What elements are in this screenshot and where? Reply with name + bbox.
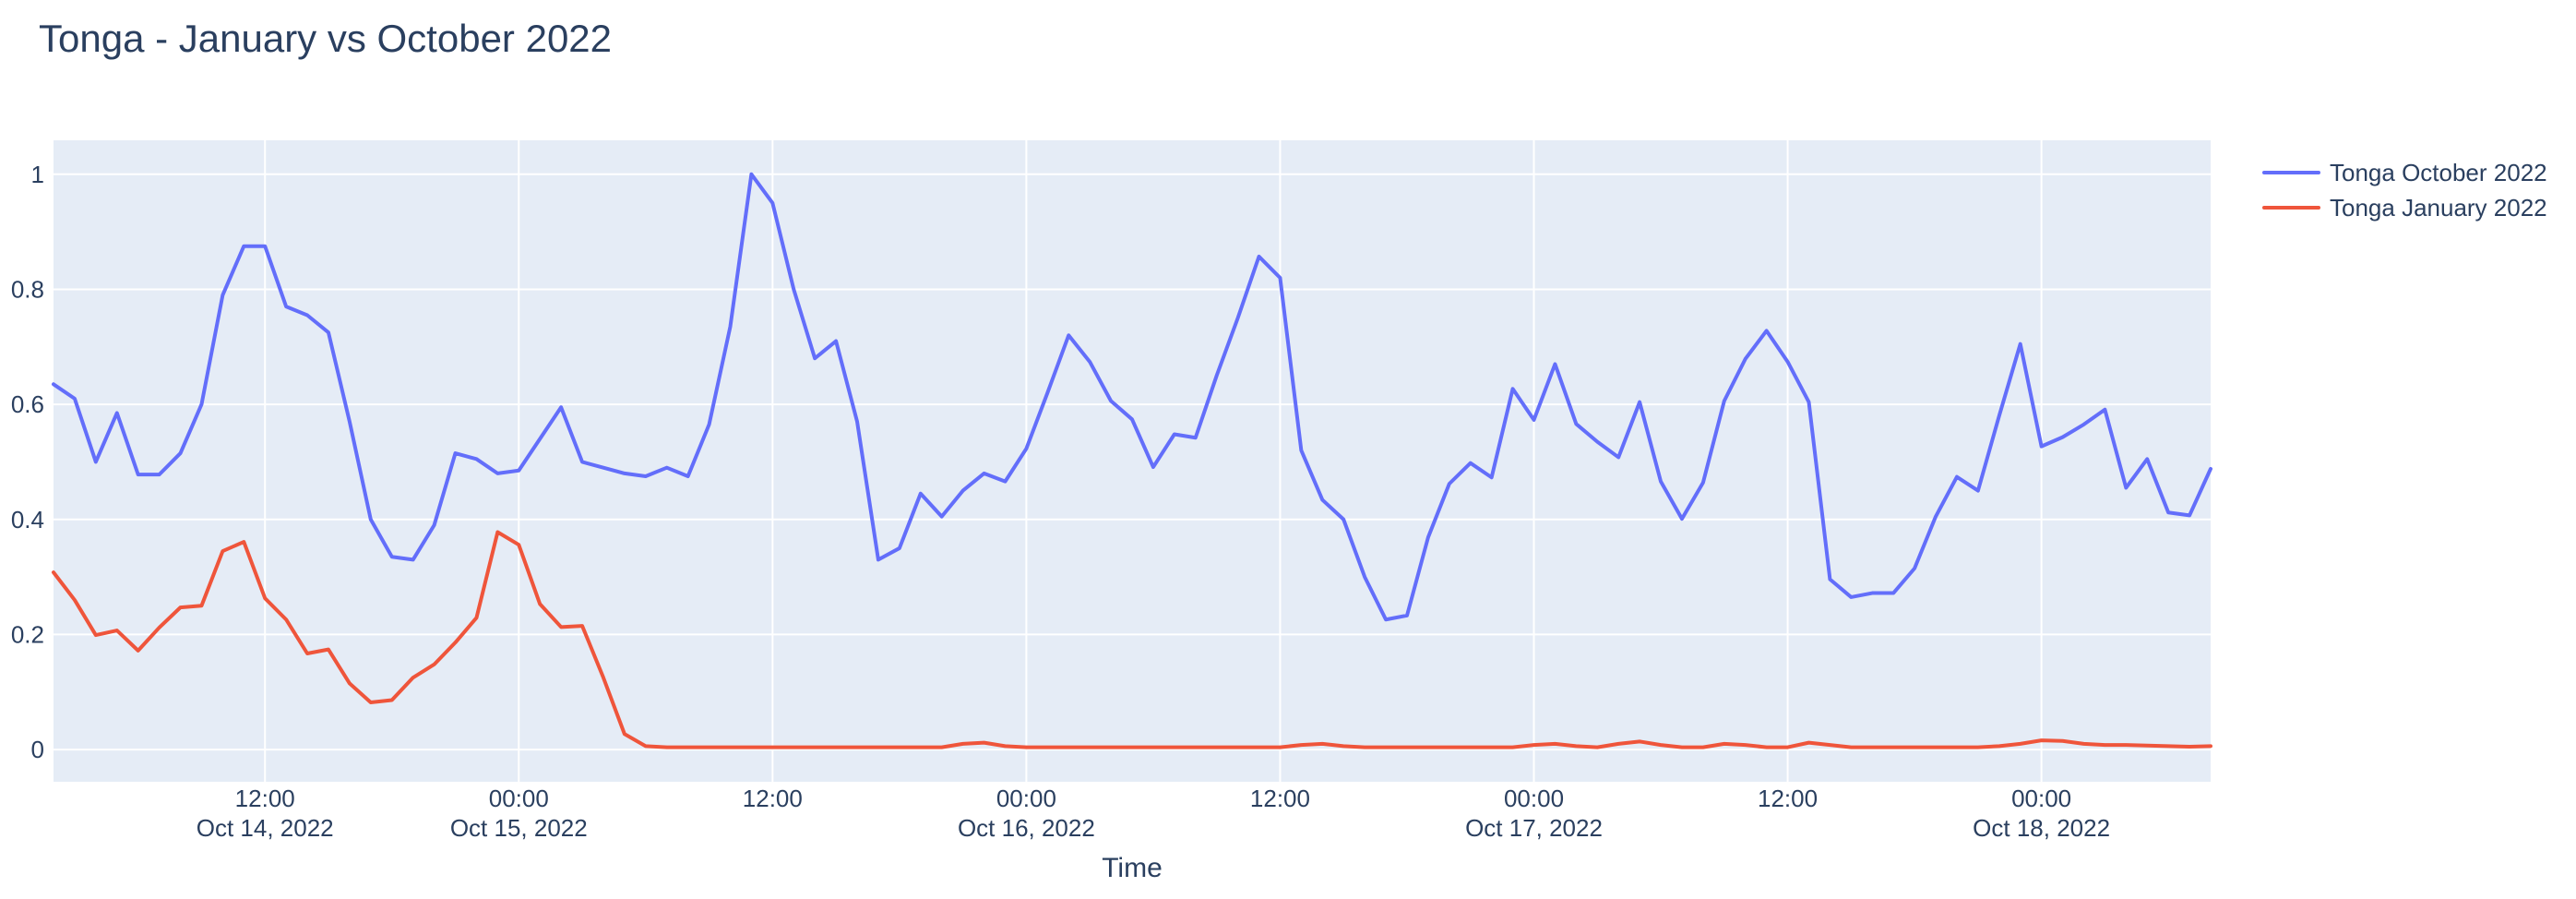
x-tick-time-label: 00:00 xyxy=(1504,785,1564,812)
x-tick-time-label: 12:00 xyxy=(235,785,295,812)
x-tick-date-label: Oct 17, 2022 xyxy=(1465,814,1603,842)
x-tick-date-label: Oct 15, 2022 xyxy=(450,814,588,842)
legend-label-january: Tonga January 2022 xyxy=(2330,193,2547,222)
series-line-tonga-january-2022[interactable] xyxy=(52,530,2212,749)
x-tick-time-label: 00:00 xyxy=(996,785,1056,812)
y-tick-label: 1 xyxy=(31,161,44,188)
y-tick-label: 0.8 xyxy=(11,275,44,303)
legend-line-sample-january xyxy=(2262,206,2320,210)
chart-title: Tonga - January vs October 2022 xyxy=(39,17,613,60)
series-line-tonga-october-2022[interactable] xyxy=(52,172,2212,622)
y-tick-label: 0 xyxy=(31,736,44,763)
x-tick-date-label: Oct 18, 2022 xyxy=(1973,814,2110,842)
x-axis-title: Time xyxy=(1102,853,1163,883)
legend: Tonga October 2022 Tonga January 2022 xyxy=(2262,155,2547,225)
legend-label-october: Tonga October 2022 xyxy=(2330,158,2547,186)
y-tick-label: 0.4 xyxy=(11,506,44,533)
x-tick-date-label: Oct 14, 2022 xyxy=(197,814,334,842)
y-tick-label: 0.2 xyxy=(11,620,44,648)
legend-item-tonga-october-2022[interactable]: Tonga October 2022 xyxy=(2262,155,2547,190)
plot-area[interactable] xyxy=(54,140,2211,782)
x-tick-time-label: 12:00 xyxy=(743,785,803,812)
x-tick-date-label: Oct 16, 2022 xyxy=(958,814,1095,842)
legend-item-tonga-january-2022[interactable]: Tonga January 2022 xyxy=(2262,190,2547,225)
legend-line-sample-october xyxy=(2262,171,2320,174)
x-tick-time-label: 12:00 xyxy=(1250,785,1310,812)
x-tick-time-label: 00:00 xyxy=(2011,785,2071,812)
x-tick-time-label: 12:00 xyxy=(1758,785,1818,812)
y-tick-label: 0.6 xyxy=(11,390,44,418)
x-tick-time-label: 00:00 xyxy=(489,785,549,812)
